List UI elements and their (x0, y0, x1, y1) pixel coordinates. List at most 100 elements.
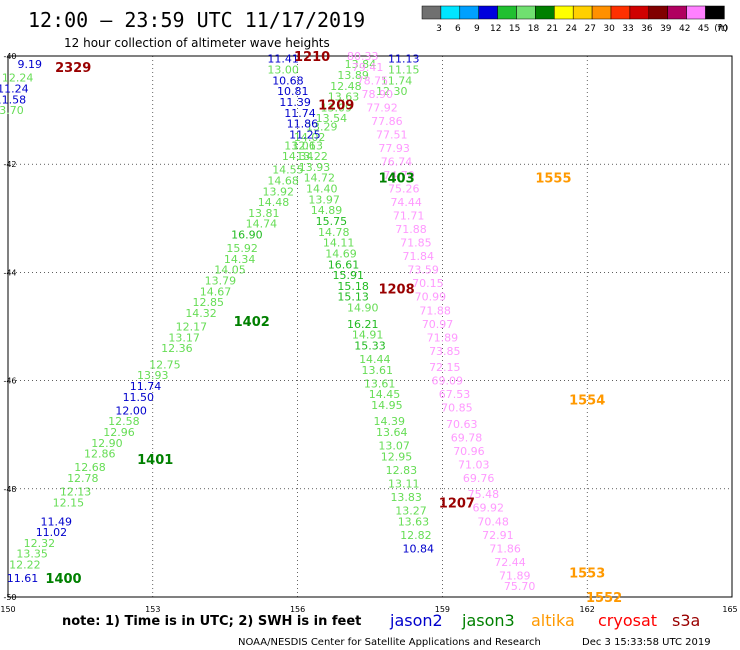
satellite-legend-jason3: jason3 (461, 611, 515, 630)
wave-height-label: 11.13 (388, 53, 420, 66)
wave-height-label: 13.64 (376, 426, 408, 439)
wave-height-label: 11.74 (130, 380, 162, 393)
wave-height-label: 13.29 (306, 120, 338, 133)
color-scale-legend: 3 6 9 12 15 18 21 24 27 30 33 36 39 42 45 70(ft) (421, 5, 729, 34)
wave-height-label: 75.26 (388, 183, 420, 196)
color-swatch (554, 5, 574, 20)
wave-height-label: 75.48 (468, 488, 500, 501)
wave-height-label: 12.32 (24, 537, 56, 550)
wave-height-label: 13.79 (205, 275, 237, 288)
wave-height-label: 12.13 (292, 139, 324, 152)
wave-height-label: 71.84 (403, 250, 435, 263)
wave-height-label: 13.35 (16, 548, 48, 561)
color-swatch (535, 5, 555, 20)
wave-height-label: 13.70 (0, 104, 24, 117)
wave-height-label: 71.88 (395, 223, 427, 236)
chart-title: 12:00 – 23:59 UTC 11/17/2019 (28, 8, 365, 32)
wave-height-label: 12.85 (193, 296, 225, 309)
wave-height-label: 12.86 (84, 448, 116, 461)
wave-height-label: 67.53 (439, 388, 471, 401)
wave-height-label: 13.17 (168, 331, 200, 344)
wave-height-label: 13.07 (378, 440, 410, 453)
wave-height-label: 14.45 (369, 388, 401, 401)
wave-height-label: 14.05 (214, 264, 246, 277)
wave-height-label: 15.33 (354, 339, 386, 352)
wave-height-label: 14.74 (246, 218, 278, 231)
wave-height-label: 12.17 (176, 321, 208, 334)
wave-height-label: 14.32 (185, 307, 217, 320)
wave-height-label: 71.89 (427, 331, 459, 344)
color-scale-label: 45 (698, 24, 709, 34)
wave-height-label: 13.61 (364, 377, 396, 390)
pass-time-label: 1208 (378, 283, 414, 298)
wave-height-label: 9.19 (17, 58, 42, 71)
footer-credit: NOAA/NESDIS Center for Satellite Applica… (238, 637, 541, 648)
wave-height-label: 70.99 (415, 291, 447, 304)
color-scale-label: 42 (679, 24, 690, 34)
color-scale-label: 6 (455, 24, 461, 34)
color-swatch (459, 5, 479, 20)
pass-time-label: 1403 (378, 172, 414, 187)
wave-height-label: 78.75 (357, 74, 389, 87)
pass-time-label: 1402 (234, 315, 270, 330)
wave-height-label: 11.58 (0, 93, 26, 106)
wave-height-label: 16.61 (328, 258, 360, 271)
color-scale-label: 15 (509, 24, 520, 34)
wave-height-label: 13.81 (248, 207, 280, 220)
wave-height-label: 14.89 (311, 204, 343, 217)
chart-subtitle: 12 hour collection of altimeter wave hei… (64, 36, 330, 50)
wave-height-label: 71.85 (400, 237, 432, 250)
satellite-legend-cryosat: cryosat (598, 611, 657, 630)
wave-height-label: 72.91 (482, 529, 514, 542)
wave-height-label: 14.34 (282, 150, 314, 163)
wave-height-label: 14.39 (374, 415, 406, 428)
wave-height-label: 14.44 (359, 353, 391, 366)
plot-area: 150 153 156 159 162 165 -40 -42 -44 -46 -48 -50 9.1… (0, 50, 738, 614)
wave-height-label: 69.92 (473, 502, 505, 515)
wave-height-label: 70.97 (422, 318, 454, 331)
wave-height-label: 16.21 (347, 318, 379, 331)
footer-timestamp: Dec 3 15:33:58 UTC 2019 (582, 637, 711, 648)
grid-lines (8, 56, 732, 597)
wave-height-label: 12.68 (74, 461, 106, 474)
wave-height-label: 12.24 (2, 72, 34, 85)
wave-height-label: 70.48 (477, 515, 509, 528)
color-swatch (497, 5, 517, 20)
wave-height-label: 11.25 (289, 128, 321, 141)
color-swatch (610, 5, 631, 20)
color-swatch (667, 5, 687, 20)
x-tick-label: 153 (145, 605, 160, 614)
wave-height-label: 12.78 (67, 472, 99, 485)
wave-height-label: 12.15 (53, 496, 85, 509)
color-scale-unit: (ft) (714, 24, 728, 34)
wave-height-label: 14.02 (294, 131, 326, 144)
color-swatch (421, 5, 442, 20)
wave-height-label: 70.15 (412, 277, 444, 290)
wave-height-label: 11.49 (41, 515, 73, 528)
color-scale-label: 9 (474, 24, 480, 34)
wave-height-label: 74.70 (383, 169, 415, 182)
wave-height-label: 14.67 (200, 285, 232, 298)
color-swatch (478, 5, 498, 20)
wave-height-label: 71.71 (393, 210, 425, 223)
wave-height-label: 12.75 (149, 358, 181, 371)
satellite-legend-s3a: s3a (672, 611, 700, 630)
pass-time-label: 1555 (535, 172, 571, 187)
color-scale-label: 30 (603, 24, 615, 34)
color-scale-label: 33 (622, 24, 633, 34)
color-scale-label: 24 (566, 24, 578, 34)
color-scale-label: 18 (528, 24, 540, 34)
axis-tick-labels: 150 153 156 159 162 165 -40 -42 -44 -46 -48 -50 (0, 52, 737, 614)
wave-height-label: 15.18 (337, 280, 369, 293)
wave-height-label: 13.97 (308, 193, 340, 206)
color-swatch (648, 5, 668, 20)
wave-height-label: 15.75 (316, 215, 348, 228)
wave-height-label: 10.68 (272, 74, 304, 87)
wave-height-label: 14.11 (323, 237, 355, 250)
wave-height-label: 12.30 (376, 85, 408, 98)
y-tick-label: -42 (3, 160, 16, 169)
color-swatch (629, 5, 650, 20)
pass-time-label: 1209 (318, 99, 354, 114)
wave-height-label: 69.78 (451, 431, 483, 444)
wave-height-label: 15.91 (333, 269, 365, 282)
